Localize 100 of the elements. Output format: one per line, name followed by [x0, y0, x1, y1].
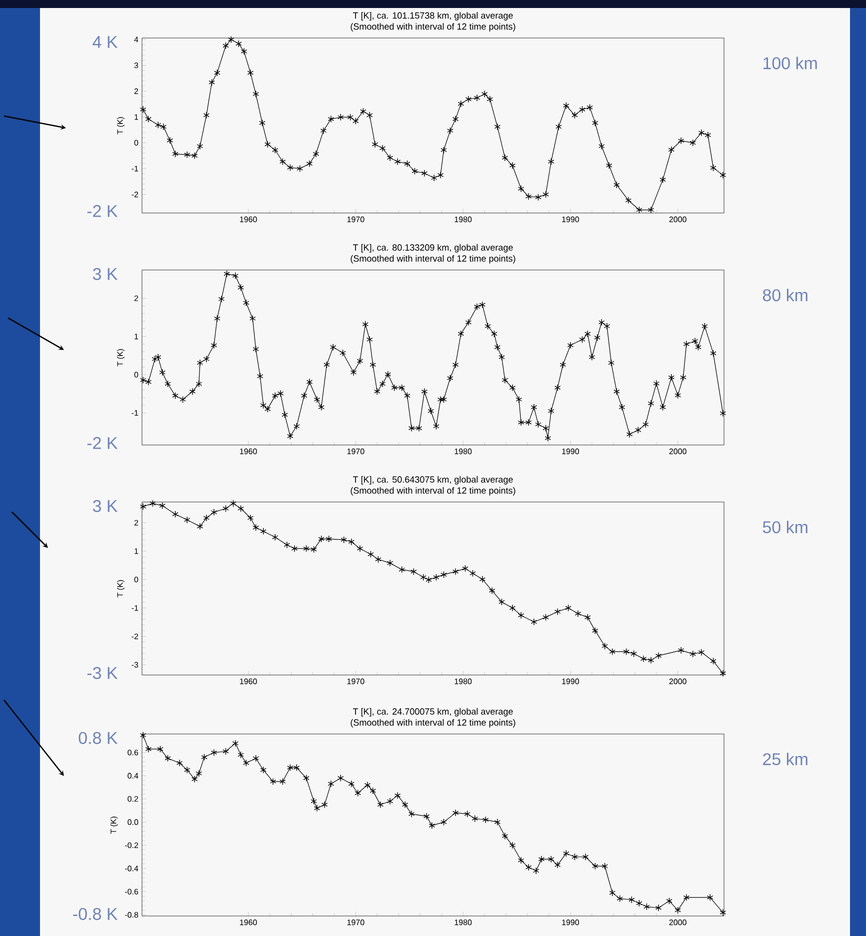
x-tick-label: 1980 [454, 216, 472, 222]
point [710, 658, 716, 665]
y-tick-label: 1 [134, 334, 138, 340]
point [565, 604, 572, 612]
x-tick-label: 2000 [669, 448, 686, 454]
point [509, 604, 516, 612]
y-tick-label: 0.2 [128, 796, 138, 802]
text: 4 K [92, 36, 118, 48]
point [230, 500, 236, 507]
x-tick-label: 1990 [562, 216, 580, 222]
y-axis-title: T (K) [117, 580, 124, 598]
x-tick-label: 1960 [240, 216, 257, 222]
x-tick-label: 1980 [454, 920, 472, 926]
point [690, 650, 696, 658]
point [210, 508, 218, 516]
point [203, 514, 210, 522]
point [238, 504, 244, 512]
text: -2 K [87, 437, 118, 449]
point [159, 502, 166, 510]
point [498, 598, 505, 606]
point [272, 534, 278, 541]
point [426, 576, 432, 584]
y-tick-label: 3 [134, 62, 138, 68]
point [398, 566, 405, 574]
chart-subtitle: (Smoothed with interval of 12 time points) [350, 487, 516, 496]
point [247, 514, 254, 522]
chart-subtitle: (Smoothed with interval of 12 time points) [350, 255, 516, 264]
y-tick-label: -0.2 [125, 842, 138, 848]
x-tick-label: 1960 [240, 678, 257, 684]
y-axis-title: T (K) [117, 349, 124, 366]
y-tick-label: 0.0 [128, 819, 138, 825]
point [479, 576, 486, 583]
x-tick-label: 2000 [669, 920, 686, 926]
point [150, 500, 156, 507]
point [698, 648, 705, 656]
text: 100 km [764, 56, 817, 70]
y-axis-title: T (K) [110, 816, 118, 834]
x-tick-label: 1970 [347, 448, 364, 454]
point [530, 618, 538, 626]
text: 3 K [92, 268, 118, 280]
x-tick-label: 1960 [240, 920, 257, 926]
y-tick-label: 2 [134, 295, 138, 302]
x-tick-label: 1980 [454, 678, 472, 684]
point [452, 568, 459, 576]
y-tick-label: 1 [134, 548, 138, 554]
point [368, 550, 374, 558]
point [554, 608, 561, 616]
y-tick-label: 0.6 [128, 750, 138, 756]
text: 0.8 K [78, 732, 118, 744]
point [655, 652, 662, 660]
point [284, 541, 290, 548]
y-tick-label: 2 [134, 88, 138, 94]
point [584, 614, 591, 621]
point [326, 535, 332, 542]
point [440, 571, 447, 578]
y-tick-label: -1 [132, 605, 138, 611]
point [375, 556, 382, 563]
point [420, 574, 426, 581]
point [410, 568, 417, 576]
x-tick-label: 2000 [669, 678, 686, 684]
point [542, 614, 549, 621]
point [184, 516, 190, 524]
point [310, 546, 317, 553]
point [470, 570, 476, 577]
y-tick-label: 4 [134, 36, 138, 42]
point [518, 612, 524, 619]
y-tick-label: -0.4 [125, 866, 138, 872]
y-tick-label: -1 [132, 410, 138, 416]
point [252, 524, 259, 532]
point [640, 655, 647, 662]
text: -0.8 K [73, 908, 118, 920]
point [140, 502, 146, 510]
point [196, 522, 204, 530]
chart-subtitle: (Smoothed with interval of 12 time points) [350, 23, 516, 32]
point [222, 504, 229, 512]
y-tick-label: 0 [134, 372, 138, 378]
y-tick-label: 0 [134, 576, 138, 582]
x-tick-label: 1990 [562, 448, 580, 454]
point [172, 510, 178, 518]
point [678, 646, 684, 654]
x-tick-label: 1990 [562, 678, 580, 684]
y-tick-label: -2 [132, 192, 138, 198]
point [720, 670, 726, 677]
point [260, 528, 266, 535]
y-tick-label: -0.8 [125, 912, 138, 918]
point [318, 535, 324, 542]
text: 3 K [92, 500, 118, 512]
x-tick-label: 1970 [347, 678, 364, 684]
point [386, 560, 394, 567]
x-tick-label: 2000 [669, 216, 686, 222]
chart-title: T [K], ca. 101.15738 km, global average [352, 12, 513, 20]
chart-subtitle: (Smoothed with interval of 12 time points) [350, 719, 516, 728]
chart-title: T [K], ca. 50.643075 km, global average [352, 476, 513, 484]
text: -3 K [87, 666, 118, 680]
text: 25 km [763, 752, 808, 766]
point [433, 574, 440, 581]
point [303, 545, 310, 552]
y-axis-title: T (K) [117, 117, 124, 134]
x-tick-label: 1990 [562, 920, 580, 926]
point [623, 648, 630, 656]
